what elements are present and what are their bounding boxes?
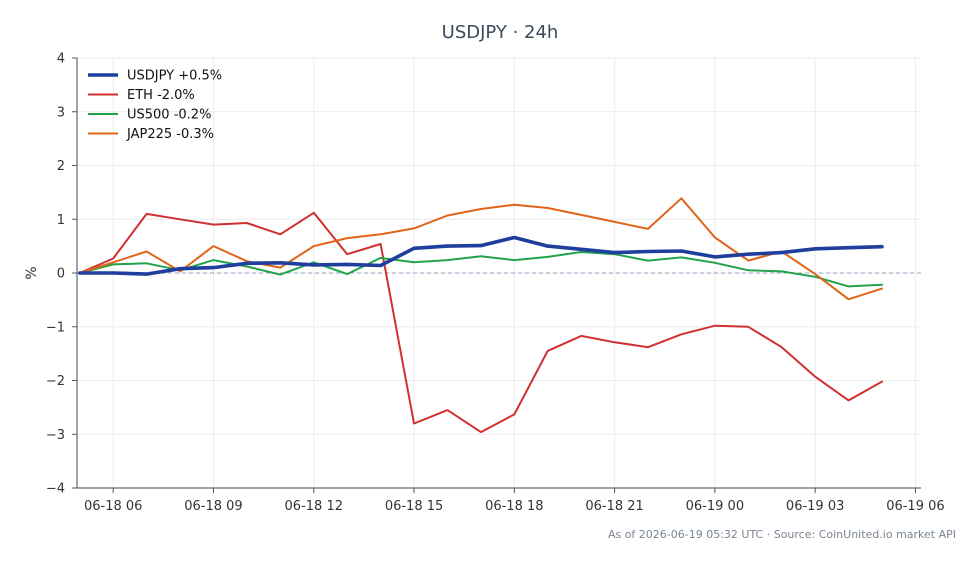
series-lines xyxy=(78,197,884,434)
x-tick-label: 06-19 03 xyxy=(786,499,844,514)
series-line-us500 xyxy=(78,251,883,288)
x-tick-label: 06-19 06 xyxy=(886,499,944,514)
series-line-eth xyxy=(78,211,883,434)
series-line-usdjpy xyxy=(78,235,884,276)
legend-label: US500 -0.2% xyxy=(127,108,211,123)
x-tick-label: 06-19 00 xyxy=(686,499,744,514)
x-tick-label: 06-18 18 xyxy=(485,499,543,514)
series-line-jap225 xyxy=(78,197,883,301)
y-tick-label: 4 xyxy=(57,52,65,67)
y-tick-label: 1 xyxy=(57,213,65,228)
y-tick-label: 3 xyxy=(57,105,65,120)
x-tick-label: 06-18 06 xyxy=(84,499,142,514)
legend-label: USDJPY +0.5% xyxy=(127,69,222,84)
y-axis-label: % xyxy=(24,266,40,279)
y-tick-label: −3 xyxy=(46,428,65,443)
y-tick-label: −1 xyxy=(46,320,65,335)
y-tick-label: −4 xyxy=(46,482,65,497)
x-tick-label: 06-18 12 xyxy=(285,499,343,514)
chart-title: USDJPY · 24h xyxy=(442,22,559,43)
legend-label: JAP225 -0.3% xyxy=(126,127,214,142)
x-tick-label: 06-18 09 xyxy=(184,499,242,514)
source-footnote: As of 2026-06-19 05:32 UTC · Source: Coi… xyxy=(608,528,956,541)
x-tick-label: 06-18 21 xyxy=(585,499,643,514)
legend-label: ETH -2.0% xyxy=(127,88,195,103)
legend: USDJPY +0.5% ETH -2.0% US500 -0.2% JAP225 -… xyxy=(88,69,222,142)
x-tick-label: 06-18 15 xyxy=(385,499,443,514)
y-tick-label: 0 xyxy=(57,267,65,282)
y-tick-label: 2 xyxy=(57,159,65,174)
axes: −4 −3 −2 −1 0 1 2 3 4 06-18 06 06-18 09 06-18 12 06-… xyxy=(46,52,945,515)
y-tick-label: −2 xyxy=(46,374,65,389)
